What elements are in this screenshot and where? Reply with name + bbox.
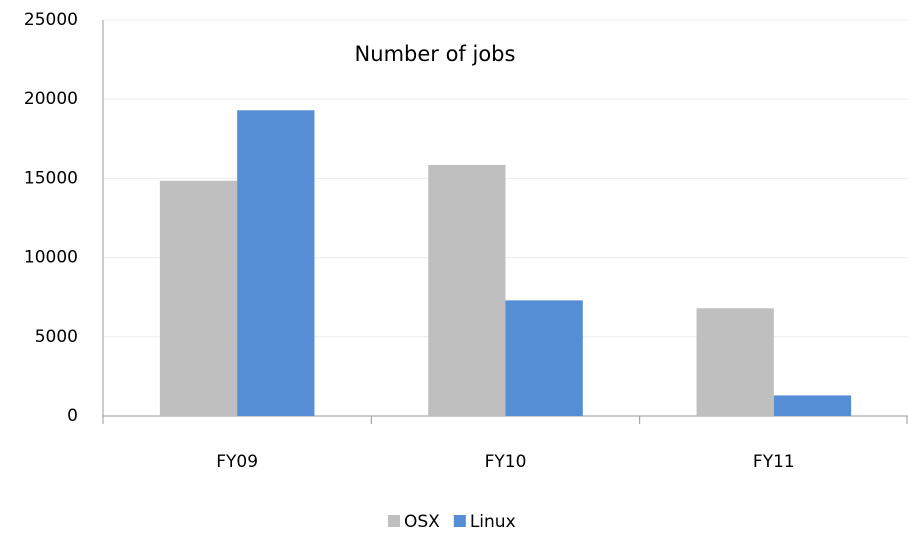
legend-swatch xyxy=(388,515,400,527)
x-tick-label: FY10 xyxy=(485,452,527,472)
legend-swatch xyxy=(453,515,466,527)
y-tick-label: 15000 xyxy=(24,168,78,188)
bar xyxy=(159,180,238,416)
bar xyxy=(773,395,852,416)
bar xyxy=(505,300,583,416)
chart-title: Number of jobs xyxy=(355,42,516,66)
x-tick-label: FY11 xyxy=(753,452,795,472)
y-tick-label: 5000 xyxy=(35,327,78,347)
y-tick-label: 10000 xyxy=(24,248,78,268)
y-tick-label: 0 xyxy=(67,406,78,426)
y-tick-label: 20000 xyxy=(24,89,78,109)
bar xyxy=(237,110,315,417)
bar xyxy=(696,308,774,416)
y-tick-label: 25000 xyxy=(24,10,78,30)
bar xyxy=(428,164,506,416)
x-tick-label: FY09 xyxy=(216,452,258,472)
legend-label: Linux xyxy=(470,512,516,532)
legend-label: OSX xyxy=(404,512,440,532)
